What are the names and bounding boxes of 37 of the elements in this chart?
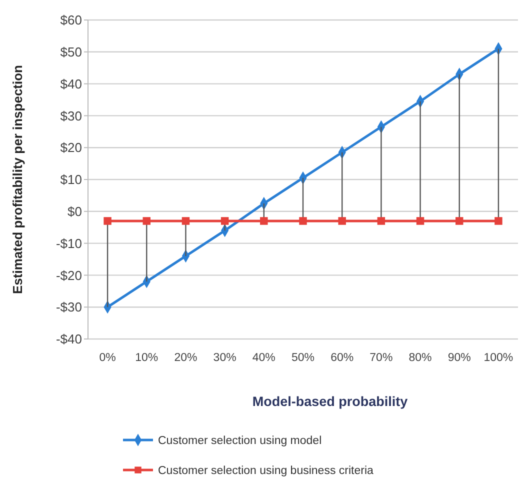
- x-tick-label: 60%: [330, 352, 354, 364]
- x-tick-label: 100%: [484, 352, 514, 364]
- y-tick-label: -$10: [56, 236, 82, 251]
- x-tick-label: 90%: [448, 352, 471, 364]
- x-tick-label: 10%: [135, 352, 158, 364]
- y-axis-title: Estimated profitability per inspection: [10, 64, 25, 294]
- point: [377, 217, 386, 225]
- point: [494, 217, 502, 225]
- y-tick-label: -$30: [56, 300, 82, 315]
- point: [455, 217, 464, 225]
- x-tick-label: 30%: [213, 352, 236, 364]
- point: [416, 217, 424, 225]
- y-tick-label: $30: [60, 108, 82, 124]
- x-tick-label: 70%: [370, 352, 393, 364]
- point: [182, 217, 190, 225]
- x-tick-label: 0%: [99, 352, 116, 364]
- legend-label: Customer selection using business criteria: [158, 465, 374, 478]
- x-tick-label: 80%: [408, 352, 432, 364]
- x-axis-title: Model-based probability: [252, 394, 408, 409]
- y-tick-label: $20: [60, 140, 82, 156]
- y-tick-label: -$20: [56, 268, 82, 283]
- x-tick-label: 20%: [174, 352, 198, 364]
- point: [220, 217, 229, 225]
- y-tick-label: $0: [68, 204, 82, 219]
- point: [338, 217, 346, 225]
- y-tick-label: $60: [60, 12, 82, 28]
- y-tick-label: -$40: [56, 332, 82, 347]
- x-tick-label: 40%: [252, 352, 276, 364]
- y-tick-label: $40: [60, 76, 82, 92]
- point: [104, 217, 112, 225]
- point: [299, 217, 307, 225]
- y-tick-label: $50: [60, 44, 82, 60]
- legend-label: Customer selection using model: [158, 435, 322, 448]
- y-tick-label: $10: [60, 172, 82, 188]
- point: [142, 217, 151, 225]
- point: [260, 217, 268, 225]
- x-tick-label: 50%: [291, 352, 315, 364]
